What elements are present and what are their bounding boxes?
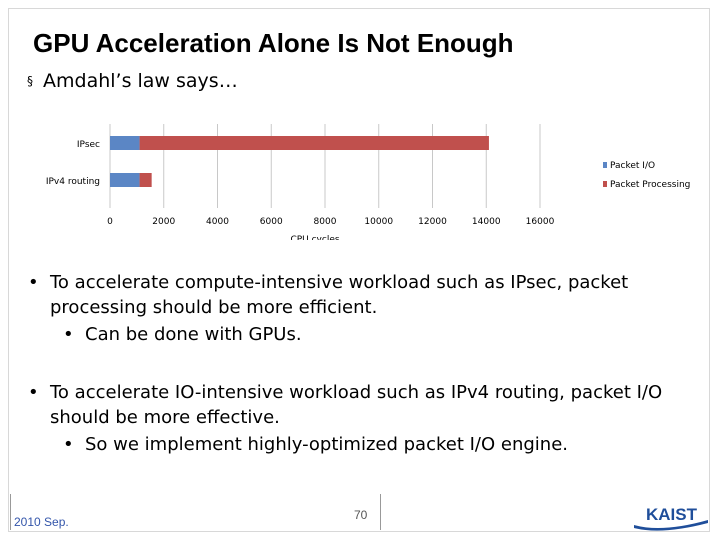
slide-title: GPU Acceleration Alone Is Not Enough [33, 28, 514, 58]
legend-label: Packet I/O [610, 161, 655, 171]
x-tick-label: 10000 [364, 217, 393, 227]
x-tick-label: 12000 [418, 217, 447, 227]
x-tick-label: 4000 [206, 217, 229, 227]
cpu-cycles-chart: 0 2000 4000 6000 8000 10000 12000 14000 16000 IPs… [46, 124, 690, 240]
x-tick-label: 16000 [526, 217, 555, 227]
bullet-text: To accelerate IO-intensive workload such… [50, 382, 663, 428]
subtitle-marker: § [27, 74, 33, 88]
bar-segment [110, 136, 140, 150]
bullet-text: Can be done with GPUs. [85, 324, 302, 345]
bullet-text: So we implement highly-optimized packet … [85, 434, 568, 455]
x-tick-label: 2000 [152, 217, 175, 227]
bullet-marker: • [28, 382, 39, 403]
x-axis-title: CPU cycles [290, 235, 339, 240]
bar-segment [139, 136, 489, 150]
footer-divider-left [10, 494, 11, 530]
bullet-engine: • So we implement highly-optimized packe… [63, 432, 568, 457]
x-tick-label: 6000 [260, 217, 283, 227]
bullet-compute: • To accelerate compute-intensive worklo… [28, 270, 670, 320]
subtitle-text: Amdahl’s law says… [43, 70, 238, 92]
logo-swoosh [634, 520, 708, 531]
bullet-gpu: • Can be done with GPUs. [63, 322, 302, 347]
bullet-marker: • [63, 434, 74, 455]
legend-label: Packet Processing [610, 180, 690, 190]
page-number: 70 [354, 508, 368, 522]
x-tick-label: 14000 [472, 217, 501, 227]
bar-segment [139, 173, 152, 187]
bullet-marker: • [28, 272, 39, 293]
slide-subtitle: § Amdahl’s law says… [27, 70, 238, 92]
legend-swatch [603, 181, 607, 187]
legend-swatch [603, 162, 607, 168]
slide-frame [8, 8, 710, 532]
x-tick-label: 0 [107, 217, 113, 227]
kaist-logo: KAIST [634, 505, 708, 531]
footer-date: 2010 Sep. [14, 515, 69, 529]
logo-text: KAIST [646, 505, 698, 524]
bullet-text: To accelerate compute-intensive workload… [50, 272, 629, 318]
footer-divider-mid [380, 494, 381, 530]
bullet-marker: • [63, 324, 74, 345]
x-tick-label: 8000 [314, 217, 337, 227]
category-label: IPsec [77, 140, 100, 150]
bullet-io: • To accelerate IO-intensive workload su… [28, 380, 690, 430]
bar-segment [110, 173, 140, 187]
category-label: IPv4 routing [46, 177, 100, 187]
